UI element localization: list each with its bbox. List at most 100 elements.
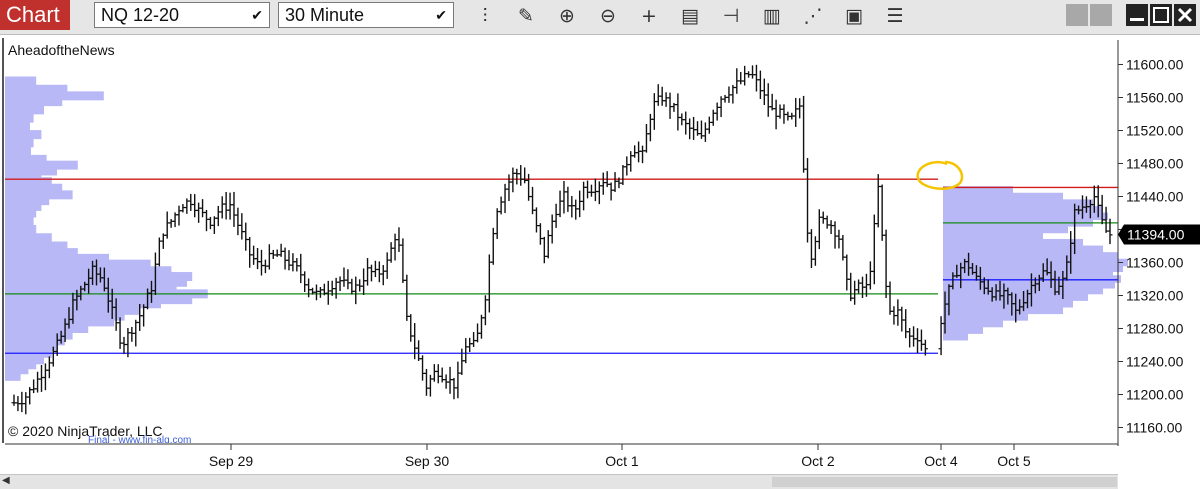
session-profile-bar — [943, 199, 1093, 207]
draw-pencil-icon[interactable]: ✎ — [518, 5, 534, 27]
profile-bar — [5, 84, 68, 94]
profile-bar — [5, 190, 73, 200]
profile-bar — [5, 201, 42, 211]
profile-bar — [5, 324, 89, 333]
profile-bar — [5, 166, 57, 176]
profile-bar — [5, 311, 125, 321]
session-profile-bar — [943, 313, 1028, 321]
profile-bar — [5, 130, 42, 140]
price-tick-label: 11160.00 — [1126, 420, 1183, 436]
bar-style-icon[interactable]: ⫶ — [482, 5, 488, 27]
profile-bar — [5, 196, 50, 206]
session-profile-bar — [943, 238, 1083, 247]
session-profile-bar — [943, 264, 1123, 273]
price-tick-label: 11240.00 — [1126, 354, 1184, 370]
profile-bar — [5, 216, 34, 226]
drawing-objects-icon[interactable]: ▣ — [845, 5, 863, 27]
maximize-icon[interactable] — [1150, 4, 1172, 26]
profile-bar — [5, 272, 193, 282]
time-tick-label: Sep 29 — [209, 453, 254, 469]
properties-icon[interactable]: ⊣ — [722, 5, 740, 27]
session-profile-bar — [943, 192, 1063, 201]
price-levels — [5, 178, 1118, 354]
session-profile-bar — [943, 252, 1118, 260]
profile-bar — [5, 299, 161, 309]
session-profile-bar — [943, 212, 1108, 221]
interval-dropdown[interactable]: 30 Minute ✔ — [278, 2, 454, 28]
chevron-down-icon: ✔ — [435, 7, 447, 23]
minimize-icon[interactable] — [1126, 4, 1148, 26]
horizontal-scrollbar[interactable]: ◀ — [0, 474, 1118, 489]
profile-bar — [5, 282, 177, 292]
profile-bar — [5, 248, 78, 258]
profile-bar — [5, 146, 31, 156]
price-tick-label: 11200.00 — [1126, 387, 1184, 403]
price-bars — [11, 64, 1113, 415]
crosshair-icon[interactable]: + — [641, 5, 657, 27]
time-tick-label: Oct 2 — [801, 453, 835, 469]
price-tick-label: 11440.00 — [1126, 189, 1184, 205]
strategies-icon[interactable]: ⋰ — [803, 5, 823, 27]
zoom-out-icon[interactable]: ⊖ — [600, 5, 616, 27]
session-profile-bar — [943, 286, 1103, 295]
profile-bar — [5, 241, 68, 251]
profile-bar — [5, 317, 115, 327]
data-box-icon[interactable]: ▤ — [681, 5, 699, 27]
session-profile-bar — [943, 186, 1013, 194]
interval-value: 30 Minute — [285, 5, 365, 25]
time-tick-label: Sep 30 — [405, 453, 450, 469]
price-chart[interactable]: 11160.00 11200.00 11240.00 11280.00 11320.00… — [0, 35, 1200, 488]
session-profile-bar — [943, 205, 1103, 214]
profile-bar — [5, 76, 37, 86]
chart-tab[interactable]: Chart — [0, 0, 70, 30]
price-axis: 11160.00 11200.00 11240.00 11280.00 11320.00… — [1117, 40, 1200, 446]
scrollbar-thumb[interactable] — [772, 477, 1117, 487]
instrument-value: NQ 12-20 — [101, 5, 180, 25]
profile-bar — [5, 177, 52, 187]
last-price-label: 11394.00 — [1127, 226, 1185, 242]
time-tick-label: Oct 4 — [924, 453, 958, 469]
profile-bar — [5, 342, 57, 352]
profile-bar — [5, 138, 34, 148]
instrument-dropdown[interactable]: NQ 12-20 ✔ — [94, 2, 270, 28]
window-minimize-icon[interactable] — [1066, 4, 1088, 26]
profile-bar — [5, 208, 37, 218]
session-profile-bar — [943, 245, 1103, 254]
price-tick-label: 11280.00 — [1126, 321, 1184, 337]
indicators-icon[interactable]: ▥ — [763, 5, 781, 27]
profile-bar — [5, 371, 21, 381]
price-tick-label: 11600.00 — [1126, 57, 1184, 73]
zoom-in-icon[interactable]: ⊕ — [559, 5, 575, 27]
profile-bar — [5, 91, 104, 101]
session-profile-bar — [943, 281, 1115, 289]
copyright-label: © 2020 NinjaTrader, LLC — [8, 423, 163, 439]
chart-toolbar: Chart NQ 12-20 ✔ 30 Minute ✔ ⫶ ✎ ⊕ ⊖ + ▤ ⊣ ▥ ⋰ ▣ ☰ — [0, 0, 1200, 35]
session-profile-bar — [943, 232, 1043, 240]
profile-bar — [5, 160, 78, 170]
session-profile-bar — [943, 306, 1063, 315]
time-tick-label: Oct 1 — [605, 453, 639, 469]
profile-bar — [5, 336, 65, 346]
profile-bar — [5, 113, 34, 123]
price-tick-label: 11320.00 — [1126, 288, 1184, 304]
profile-bar — [5, 355, 44, 365]
profile-bar — [5, 330, 73, 340]
scroll-left-icon[interactable]: ◀ — [2, 475, 10, 486]
profile-bar — [5, 259, 151, 269]
close-icon[interactable] — [1174, 4, 1196, 26]
chevron-down-icon: ✔ — [251, 7, 263, 23]
session-profile-bar — [943, 333, 968, 341]
footer-url: Final - www.fin-alg.com — [88, 435, 192, 443]
session-profile-bar — [943, 225, 1068, 234]
time-tick-label: Oct 5 — [997, 453, 1031, 469]
price-tick-label: 11480.00 — [1126, 156, 1184, 172]
session-profile-bar — [943, 319, 1003, 328]
profile-bar — [5, 233, 52, 243]
profile-bar — [5, 183, 63, 193]
last-price-marker — [1118, 224, 1200, 245]
window-restore-icon[interactable] — [1090, 4, 1112, 26]
profile-bar — [5, 253, 109, 263]
list-icon[interactable]: ☰ — [886, 5, 904, 27]
left-border — [2, 38, 4, 443]
time-axis: Sep 29 Sep 30 Oct 1 Oct 2 Oct 4 Oct 5 — [5, 443, 1118, 469]
